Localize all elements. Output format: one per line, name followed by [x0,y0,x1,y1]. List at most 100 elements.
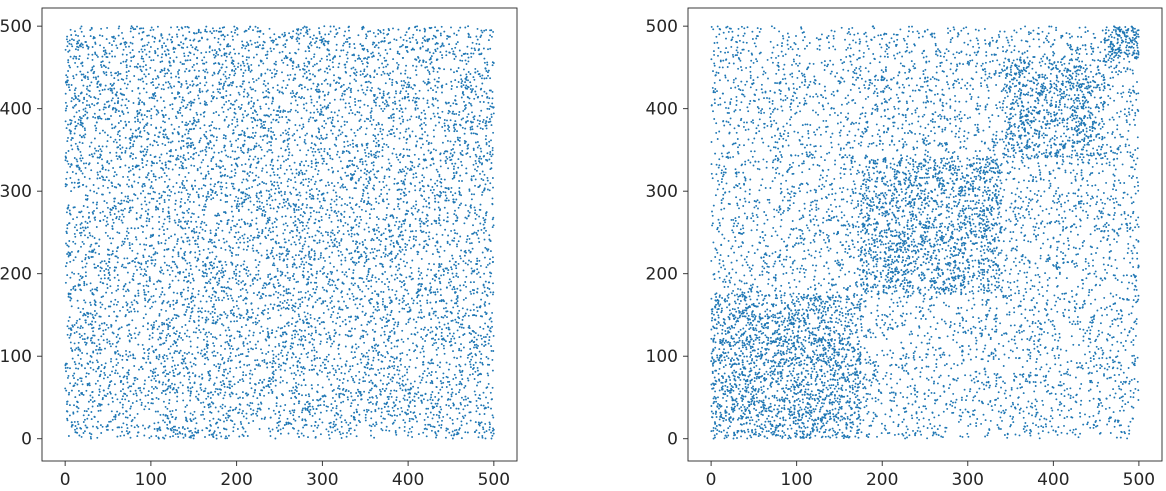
scatter-point [440,335,443,338]
scatter-point [342,432,344,435]
scatter-point [432,158,434,161]
scatter-point [479,361,482,364]
scatter-point [71,357,74,360]
scatter-point [68,86,70,89]
scatter-point [378,150,381,153]
scatter-point [194,363,197,366]
scatter-point [353,173,356,176]
scatter-point [395,216,398,219]
scatter-point [337,387,339,390]
scatter-point [471,125,474,128]
scatter-point [118,135,121,137]
scatter-point [425,205,428,208]
scatter-point [272,131,275,134]
scatter-point [186,305,189,308]
scatter-point [296,432,299,435]
scatter-point [389,335,392,338]
scatter-point [254,155,257,158]
scatter-point [414,172,417,175]
scatter-point [291,172,294,175]
scatter-point [154,410,157,413]
scatter-point [244,283,247,285]
scatter-point [478,157,481,160]
scatter-point [399,273,402,276]
scatter-point [408,190,411,193]
scatter-point [452,148,454,150]
scatter-point [162,222,165,225]
scatter-point [350,109,352,112]
scatter-point [120,192,123,194]
scatter-point [466,356,469,359]
scatter-point [461,59,464,62]
scatter-point [241,60,244,63]
scatter-point [98,327,101,330]
scatter-point [246,237,249,240]
scatter-point [416,25,419,28]
scatter-point [429,164,432,167]
scatter-point [487,401,489,404]
scatter-point [248,174,251,177]
scatter-point [139,216,142,219]
scatter-point [91,361,94,364]
scatter-point [349,422,352,424]
scatter-point [236,330,239,333]
scatter-point [318,211,321,214]
scatter-point [161,383,164,386]
scatter-point [129,169,132,172]
scatter-point [399,153,402,155]
scatter-point [160,332,163,335]
scatter-point [242,191,245,194]
scatter-point [85,44,88,47]
scatter-point [322,199,325,202]
scatter-point [377,295,380,297]
scatter-point [76,383,79,386]
scatter-point [292,294,295,297]
scatter-point [245,289,248,291]
scatter-point [444,314,446,317]
scatter-point [247,49,250,52]
scatter-point [398,226,400,228]
scatter-point [146,159,149,162]
scatter-point [467,60,470,63]
scatter-point [419,124,422,127]
scatter-point [230,254,233,257]
scatter-point [192,437,195,440]
scatter-point [382,198,385,201]
scatter-point [438,214,441,217]
scatter-point [64,364,67,367]
scatter-point [300,117,303,120]
scatter-point [72,57,75,60]
scatter-point [126,375,128,378]
scatter-point [292,186,295,189]
scatter-point [117,110,120,113]
scatter-point [137,63,139,65]
scatter-point [156,387,158,390]
scatter-point [456,305,459,308]
scatter-point [223,286,226,289]
scatter-point [194,296,197,299]
scatter-point [114,393,117,396]
scatter-point [68,336,71,339]
scatter-point [181,354,184,357]
scatter-point [424,113,427,115]
scatter-point [258,205,261,208]
scatter-point [488,118,491,120]
scatter-point [74,285,77,288]
scatter-point [71,148,74,151]
scatter-point [289,231,291,234]
scatter-point [319,254,322,257]
scatter-point [415,292,418,295]
scatter-point [186,192,189,195]
scatter-point [198,231,201,234]
scatter-point [386,278,389,280]
scatter-point [154,371,156,374]
scatter-point [310,281,312,284]
scatter-point [158,295,161,298]
scatter-point [259,277,262,280]
scatter-point [361,163,364,166]
scatter-point [167,206,170,209]
scatter-point [366,73,369,76]
scatter-point [199,113,202,116]
scatter-point [297,429,300,432]
scatter-point [385,65,388,68]
